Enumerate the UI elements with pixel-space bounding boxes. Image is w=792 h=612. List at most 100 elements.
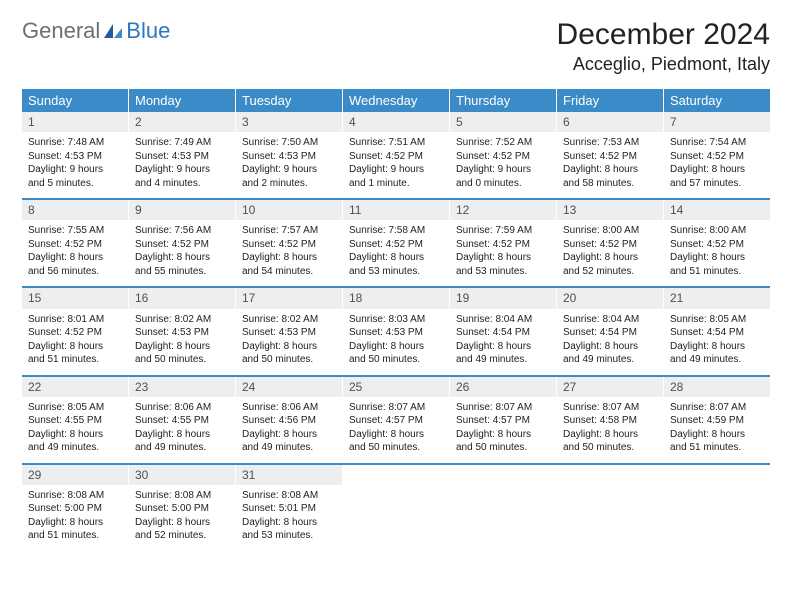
day-body: Sunrise: 7:49 AMSunset: 4:53 PMDaylight:… bbox=[129, 133, 235, 198]
day-of-week-header: Sunday bbox=[22, 89, 129, 112]
week-row: 1Sunrise: 7:48 AMSunset: 4:53 PMDaylight… bbox=[22, 112, 770, 200]
daylight-text: Daylight: 9 hours and 2 minutes. bbox=[242, 163, 336, 190]
day-body: Sunrise: 8:06 AMSunset: 4:55 PMDaylight:… bbox=[129, 398, 235, 463]
sunrise-text: Sunrise: 7:57 AM bbox=[242, 224, 336, 238]
day-cell: 25Sunrise: 8:07 AMSunset: 4:57 PMDayligh… bbox=[343, 377, 450, 463]
daylight-text: Daylight: 8 hours and 51 minutes. bbox=[670, 428, 764, 455]
daylight-text: Daylight: 9 hours and 4 minutes. bbox=[135, 163, 229, 190]
sunset-text: Sunset: 4:52 PM bbox=[242, 238, 336, 252]
sunset-text: Sunset: 4:52 PM bbox=[456, 238, 550, 252]
sunset-text: Sunset: 4:52 PM bbox=[135, 238, 229, 252]
day-body: Sunrise: 8:04 AMSunset: 4:54 PMDaylight:… bbox=[450, 310, 556, 375]
day-number: 7 bbox=[664, 112, 770, 133]
day-cell: .. bbox=[343, 465, 450, 551]
sunrise-text: Sunrise: 8:08 AM bbox=[135, 489, 229, 503]
day-number: 31 bbox=[236, 465, 342, 486]
day-body: Sunrise: 7:55 AMSunset: 4:52 PMDaylight:… bbox=[22, 221, 128, 286]
day-body: Sunrise: 7:53 AMSunset: 4:52 PMDaylight:… bbox=[557, 133, 663, 198]
sunset-text: Sunset: 4:52 PM bbox=[349, 238, 443, 252]
sunrise-text: Sunrise: 7:56 AM bbox=[135, 224, 229, 238]
daylight-text: Daylight: 8 hours and 50 minutes. bbox=[349, 340, 443, 367]
daylight-text: Daylight: 8 hours and 50 minutes. bbox=[456, 428, 550, 455]
daylight-text: Daylight: 8 hours and 52 minutes. bbox=[135, 516, 229, 543]
day-body: Sunrise: 7:50 AMSunset: 4:53 PMDaylight:… bbox=[236, 133, 342, 198]
daylight-text: Daylight: 8 hours and 50 minutes. bbox=[135, 340, 229, 367]
day-body: Sunrise: 8:04 AMSunset: 4:54 PMDaylight:… bbox=[557, 310, 663, 375]
daylight-text: Daylight: 9 hours and 5 minutes. bbox=[28, 163, 122, 190]
day-cell: 24Sunrise: 8:06 AMSunset: 4:56 PMDayligh… bbox=[236, 377, 343, 463]
day-cell: 9Sunrise: 7:56 AMSunset: 4:52 PMDaylight… bbox=[129, 200, 236, 286]
day-body: Sunrise: 8:00 AMSunset: 4:52 PMDaylight:… bbox=[557, 221, 663, 286]
sunset-text: Sunset: 4:52 PM bbox=[670, 150, 764, 164]
day-number: 5 bbox=[450, 112, 556, 133]
sunset-text: Sunset: 4:52 PM bbox=[563, 150, 657, 164]
daylight-text: Daylight: 8 hours and 49 minutes. bbox=[456, 340, 550, 367]
weeks-container: 1Sunrise: 7:48 AMSunset: 4:53 PMDaylight… bbox=[22, 112, 770, 551]
sunrise-text: Sunrise: 7:52 AM bbox=[456, 136, 550, 150]
daylight-text: Daylight: 8 hours and 53 minutes. bbox=[349, 251, 443, 278]
day-number: 25 bbox=[343, 377, 449, 398]
sunset-text: Sunset: 4:53 PM bbox=[135, 150, 229, 164]
day-cell: 20Sunrise: 8:04 AMSunset: 4:54 PMDayligh… bbox=[557, 288, 664, 374]
sunset-text: Sunset: 4:58 PM bbox=[563, 414, 657, 428]
day-of-week-header: Monday bbox=[129, 89, 236, 112]
sunrise-text: Sunrise: 8:07 AM bbox=[349, 401, 443, 415]
logo-text-blue: Blue bbox=[126, 18, 170, 44]
day-number: 14 bbox=[664, 200, 770, 221]
day-of-week-header: Thursday bbox=[450, 89, 557, 112]
daylight-text: Daylight: 8 hours and 51 minutes. bbox=[28, 516, 122, 543]
day-cell: 11Sunrise: 7:58 AMSunset: 4:52 PMDayligh… bbox=[343, 200, 450, 286]
sunrise-text: Sunrise: 8:02 AM bbox=[135, 313, 229, 327]
day-body: Sunrise: 8:03 AMSunset: 4:53 PMDaylight:… bbox=[343, 310, 449, 375]
daylight-text: Daylight: 8 hours and 51 minutes. bbox=[670, 251, 764, 278]
day-body: Sunrise: 7:58 AMSunset: 4:52 PMDaylight:… bbox=[343, 221, 449, 286]
day-body: Sunrise: 8:02 AMSunset: 4:53 PMDaylight:… bbox=[129, 310, 235, 375]
calendar: SundayMondayTuesdayWednesdayThursdayFrid… bbox=[22, 89, 770, 551]
day-cell: 15Sunrise: 8:01 AMSunset: 4:52 PMDayligh… bbox=[22, 288, 129, 374]
sunrise-text: Sunrise: 8:08 AM bbox=[242, 489, 336, 503]
day-number: 28 bbox=[664, 377, 770, 398]
daylight-text: Daylight: 8 hours and 57 minutes. bbox=[670, 163, 764, 190]
day-cell: 3Sunrise: 7:50 AMSunset: 4:53 PMDaylight… bbox=[236, 112, 343, 198]
day-cell: 28 Sunrise: 8:07 AMSunset: 4:59 PMDayligh… bbox=[664, 377, 770, 463]
day-number: 10 bbox=[236, 200, 342, 221]
day-cell: 8Sunrise: 7:55 AMSunset: 4:52 PMDaylight… bbox=[22, 200, 129, 286]
day-number: 8 bbox=[22, 200, 128, 221]
sunrise-text: Sunrise: 8:08 AM bbox=[28, 489, 122, 503]
day-number: 20 bbox=[557, 288, 663, 309]
day-of-week-header: Tuesday bbox=[236, 89, 343, 112]
week-row: 8Sunrise: 7:55 AMSunset: 4:52 PMDaylight… bbox=[22, 200, 770, 288]
sunrise-text: Sunrise: 8:04 AM bbox=[563, 313, 657, 327]
sunrise-text: Sunrise: 8:06 AM bbox=[135, 401, 229, 415]
day-cell: 13Sunrise: 8:00 AMSunset: 4:52 PMDayligh… bbox=[557, 200, 664, 286]
day-body: Sunrise: 7:51 AMSunset: 4:52 PMDaylight:… bbox=[343, 133, 449, 198]
location: Acceglio, Piedmont, Italy bbox=[557, 54, 770, 75]
daylight-text: Daylight: 8 hours and 56 minutes. bbox=[28, 251, 122, 278]
day-number: 23 bbox=[129, 377, 235, 398]
month-title: December 2024 bbox=[557, 18, 770, 52]
sunset-text: Sunset: 4:55 PM bbox=[135, 414, 229, 428]
sunrise-text: Sunrise: 8:03 AM bbox=[349, 313, 443, 327]
day-cell: 6Sunrise: 7:53 AMSunset: 4:52 PMDaylight… bbox=[557, 112, 664, 198]
sunrise-text: Sunrise: 8:07 AM bbox=[670, 401, 764, 415]
day-number: 12 bbox=[450, 200, 556, 221]
daylight-text: Daylight: 8 hours and 49 minutes. bbox=[242, 428, 336, 455]
day-number: 22 bbox=[22, 377, 128, 398]
day-body: Sunrise: 8:02 AMSunset: 4:53 PMDaylight:… bbox=[236, 310, 342, 375]
day-body: Sunrise: 8:07 AMSunset: 4:57 PMDaylight:… bbox=[343, 398, 449, 463]
logo-sail-icon bbox=[102, 22, 124, 40]
sunset-text: Sunset: 4:53 PM bbox=[242, 326, 336, 340]
day-number: 24 bbox=[236, 377, 342, 398]
header: General Blue December 2024 Acceglio, Pie… bbox=[22, 18, 770, 75]
day-number: 9 bbox=[129, 200, 235, 221]
sunrise-text: Sunrise: 8:00 AM bbox=[670, 224, 764, 238]
day-body: Sunrise: 7:48 AMSunset: 4:53 PMDaylight:… bbox=[22, 133, 128, 198]
logo-text-general: General bbox=[22, 18, 100, 44]
sunset-text: Sunset: 4:59 PM bbox=[670, 414, 764, 428]
day-number: 19 bbox=[450, 288, 556, 309]
sunset-text: Sunset: 4:57 PM bbox=[349, 414, 443, 428]
sunrise-text: Sunrise: 7:48 AM bbox=[28, 136, 122, 150]
day-cell: 26Sunrise: 8:07 AMSunset: 4:57 PMDayligh… bbox=[450, 377, 557, 463]
day-cell: 23Sunrise: 8:06 AMSunset: 4:55 PMDayligh… bbox=[129, 377, 236, 463]
day-cell: .. bbox=[450, 465, 557, 551]
